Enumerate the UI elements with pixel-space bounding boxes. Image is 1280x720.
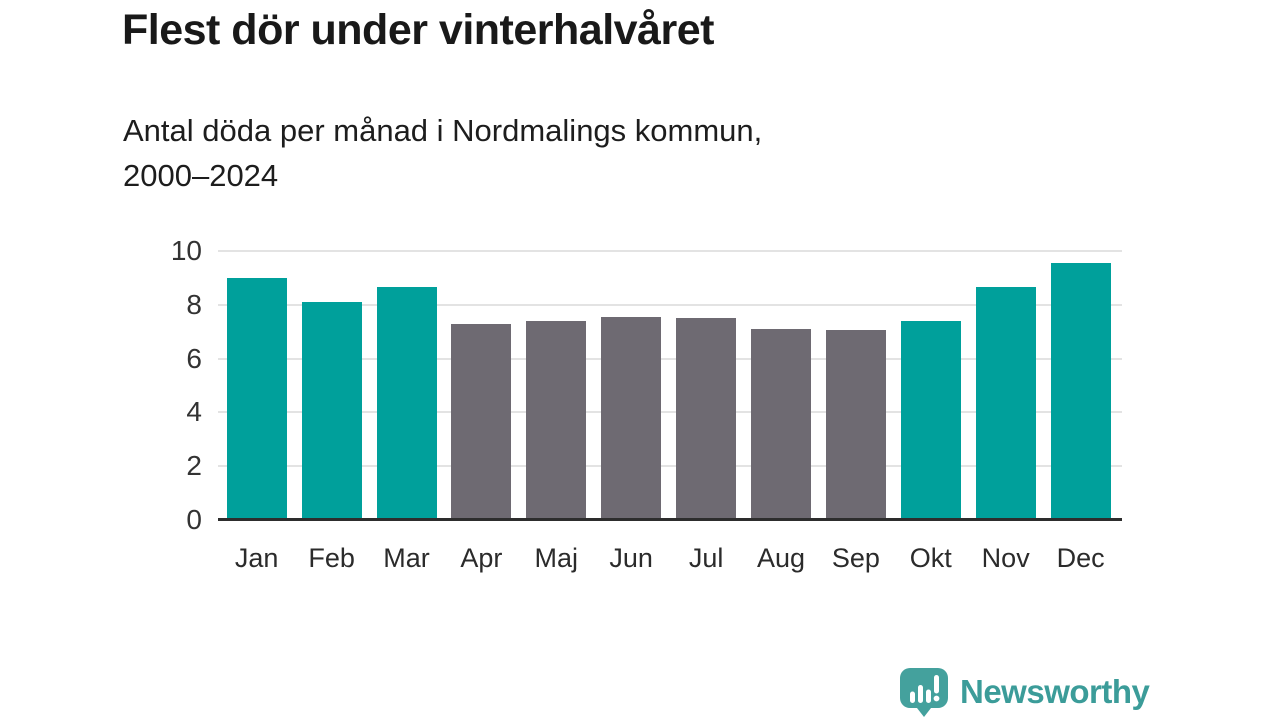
bar-apr xyxy=(451,323,512,520)
bar-jun xyxy=(601,316,662,520)
gridline-2 xyxy=(218,465,1122,468)
y-axis-labels: 0 2 4 6 8 10 xyxy=(130,235,202,535)
x-tick-label-jul: Jul xyxy=(688,543,724,573)
x-tick-label-nov: Nov xyxy=(981,543,1030,573)
page-title: Flest dör under vinterhalvåret xyxy=(122,6,714,54)
x-tick-label-jan: Jan xyxy=(234,543,279,573)
logo: Newsworthy xyxy=(898,666,1150,718)
gridline-10 xyxy=(218,250,1122,252)
y-tick-label-0: 0 xyxy=(186,504,202,535)
bar-jan xyxy=(226,277,287,520)
brand-name: Newsworthy xyxy=(960,673,1150,710)
x-tick-label-jun: Jun xyxy=(609,543,653,573)
y-tick-label-10: 10 xyxy=(170,235,202,266)
x-axis-labels: Jan Feb Mar Apr Maj Jun Jul Aug Sep Okt Nov Dec xyxy=(218,543,1122,579)
bar-sep xyxy=(825,330,886,520)
bar-maj xyxy=(526,320,587,520)
y-tick-label-2: 2 xyxy=(186,450,202,482)
x-axis-line xyxy=(218,518,1122,521)
chart-subtitle-line1: Antal döda per månad i Nordmalings kommu… xyxy=(123,113,763,148)
bar-okt xyxy=(900,320,961,520)
x-tick-label-mar: Mar xyxy=(383,543,430,573)
x-tick-label-feb: Feb xyxy=(308,543,355,573)
bar-jul xyxy=(676,318,737,520)
gridline-6 xyxy=(218,357,1122,360)
chart-subtitle-line2: 2000–2024 xyxy=(123,158,279,193)
y-tick-label-8: 8 xyxy=(186,288,202,320)
x-tick-label-sep: Sep xyxy=(831,543,880,573)
bar-aug xyxy=(751,329,811,520)
bar-chart-speech-bubble-icon xyxy=(900,668,948,717)
x-tick-label-dec: Dec xyxy=(1056,543,1105,573)
y-tick-label-4: 4 xyxy=(186,396,202,428)
gridline-4 xyxy=(218,411,1122,414)
chart-subtitle: Antal döda per månad i Nordmalings kommu… xyxy=(123,108,762,198)
bar-feb xyxy=(301,302,362,520)
plot-area xyxy=(218,250,1122,521)
x-tick-label-apr: Apr xyxy=(460,543,503,573)
x-tick-label-aug: Aug xyxy=(756,543,806,573)
bar-nov xyxy=(975,287,1036,520)
bar-dec xyxy=(1050,263,1111,520)
gridline-8 xyxy=(218,303,1122,306)
x-tick-label-okt: Okt xyxy=(909,543,952,573)
x-tick-label-maj: Maj xyxy=(534,543,579,573)
bar-mar xyxy=(376,287,437,520)
y-tick-label-6: 6 xyxy=(186,342,202,374)
